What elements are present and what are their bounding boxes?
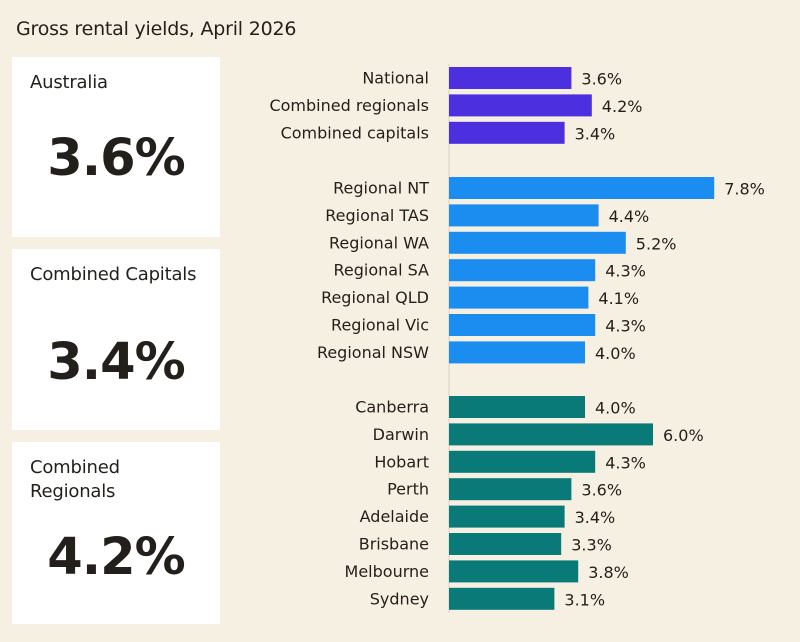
category-label: Regional WA	[329, 233, 429, 252]
bar	[449, 259, 596, 282]
bar	[449, 177, 715, 199]
category-label: Melbourne	[345, 562, 429, 581]
page-title: Gross rental yields, April 2026	[16, 18, 297, 40]
bar	[449, 505, 565, 528]
data-label: 4.3%	[605, 317, 646, 336]
category-label: Regional NSW	[317, 343, 429, 362]
stat-card-value: 3.4%	[47, 333, 185, 392]
stat-card-value: 3.6%	[47, 129, 185, 188]
data-label: 4.3%	[605, 453, 646, 472]
stat-card-australia: Australia 3.6%	[12, 57, 220, 237]
bar	[449, 94, 592, 117]
category-label: Combined regionals	[269, 96, 429, 115]
bar	[449, 314, 596, 336]
bar	[449, 121, 565, 144]
bar	[449, 396, 585, 418]
data-label: 4.2%	[602, 97, 643, 116]
stat-card-combined-capitals: Combined Capitals 3.4%	[12, 249, 220, 430]
data-label: 3.1%	[564, 590, 605, 609]
data-label: 3.3%	[571, 536, 612, 555]
bar	[449, 478, 572, 501]
bar	[449, 231, 626, 254]
stat-card-label: Combined Capitals	[30, 264, 197, 285]
data-label: 3.8%	[588, 563, 629, 582]
data-label: 4.3%	[605, 262, 646, 281]
category-label: Regional SA	[333, 261, 429, 280]
bar	[449, 560, 579, 583]
category-label: Darwin	[373, 425, 429, 444]
data-label: 4.4%	[609, 207, 650, 226]
category-label: Canberra	[355, 398, 429, 417]
stat-card-value: 4.2%	[47, 528, 185, 587]
category-label: Regional Vic	[331, 316, 429, 335]
data-label: 4.1%	[598, 289, 639, 308]
category-label: Sydney	[370, 589, 429, 608]
data-label: 3.4%	[575, 124, 616, 143]
category-label: Perth	[387, 480, 429, 499]
bar	[449, 423, 653, 446]
stat-card-label: Australia	[30, 72, 108, 93]
data-label: 7.8%	[724, 180, 765, 199]
data-label: 3.6%	[581, 70, 622, 89]
data-label: 4.0%	[595, 399, 636, 418]
category-label: Regional QLD	[321, 288, 429, 307]
data-label: 4.0%	[595, 344, 636, 363]
bar	[449, 67, 572, 89]
bar	[449, 587, 555, 610]
category-label: Adelaide	[360, 507, 429, 526]
bar	[449, 450, 596, 473]
stat-card-combined-regionals: Combined Regionals 4.2%	[12, 442, 220, 624]
data-label: 3.4%	[575, 508, 616, 527]
data-label: 5.2%	[636, 234, 677, 253]
category-label: Combined capitals	[281, 123, 429, 142]
data-label: 3.6%	[581, 481, 622, 500]
bar	[449, 204, 599, 227]
data-label: 6.0%	[663, 426, 704, 445]
bar	[449, 341, 585, 364]
category-label: Brisbane	[359, 535, 429, 554]
category-label: Hobart	[374, 452, 429, 471]
bar	[449, 533, 562, 555]
category-label: National	[362, 69, 429, 88]
category-label: Regional NT	[333, 179, 429, 198]
stat-card-label: Combined Regionals	[30, 457, 120, 502]
category-label: Regional TAS	[325, 206, 429, 225]
bar	[449, 286, 589, 309]
